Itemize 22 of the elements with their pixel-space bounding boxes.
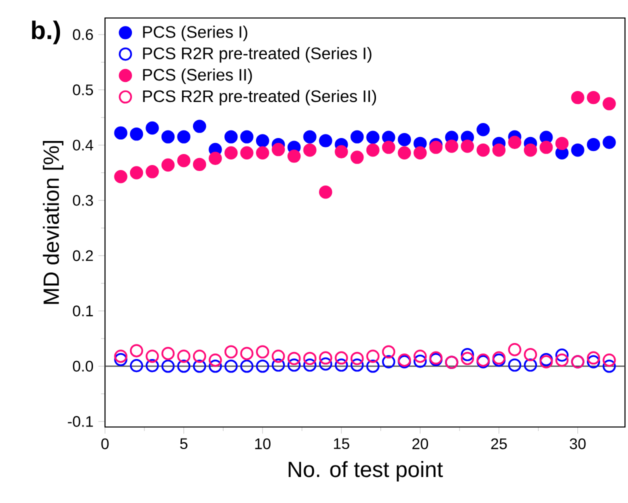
y-tick-label: 0.2 [72,250,93,262]
y-tick-label: -0.1 [68,416,93,427]
chart-title: b.) [32,20,60,44]
x-tick-label: 25 [491,438,507,450]
y-tick-label: 0.4 [72,140,94,151]
y-tick-label: 0.6 [72,29,93,40]
x-tick-label: 5 [180,438,188,450]
x-tick-label: 0 [101,438,109,450]
legend-label: PCS (Series I) [143,26,248,42]
y-tick-label: 0.3 [72,194,93,206]
y-tick-label: 0.5 [72,84,93,96]
y-axis-title: MD deviation [%] [42,140,64,304]
y-tick-label: 0.1 [72,305,93,316]
legend-label: PCS R2R pre-treated (Series II) [143,90,376,106]
legend-label: PCS R2R pre-treated (Series I) [143,47,372,63]
x-tick-label: 15 [334,438,350,450]
x-tick-label: 20 [412,438,428,450]
legend-label: PCS (Series II) [143,68,252,84]
x-tick-label: 30 [570,438,586,450]
x-axis-title: No. of test point [288,461,443,482]
x-tick-label: 10 [255,438,270,450]
y-tick-label: 0.0 [72,360,94,372]
